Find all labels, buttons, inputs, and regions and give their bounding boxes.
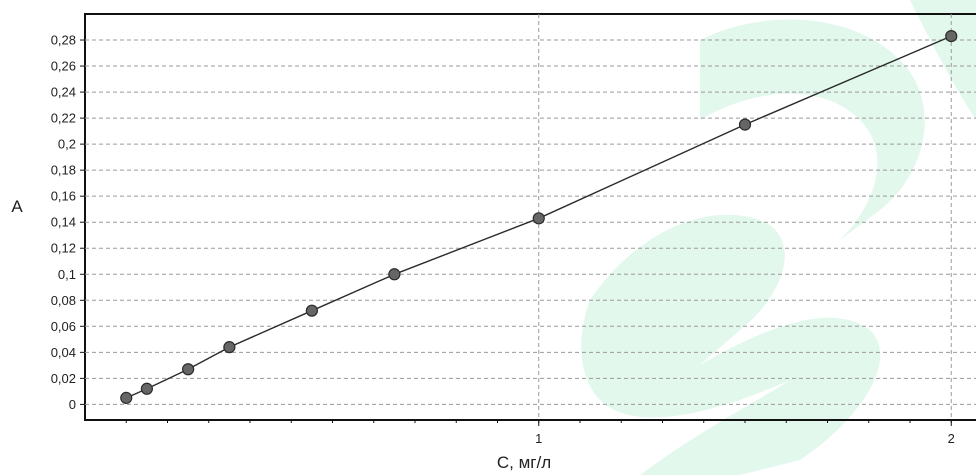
y-tick-label: 0,28 bbox=[51, 33, 76, 48]
y-tick-label: 0,14 bbox=[51, 215, 76, 230]
y-tick-label: 0,18 bbox=[51, 163, 76, 178]
y-tick-label: 0 bbox=[69, 397, 76, 412]
x-tick-label: 2 bbox=[948, 431, 955, 446]
y-tick-label: 0,1 bbox=[58, 267, 76, 282]
data-point bbox=[223, 341, 236, 354]
data-point bbox=[305, 304, 318, 317]
y-tick-label: 0,16 bbox=[51, 189, 76, 204]
y-tick-label: 0,12 bbox=[51, 241, 76, 256]
y-axis-title: A bbox=[11, 197, 23, 216]
watermark bbox=[581, 0, 976, 475]
y-tick-label: 0,24 bbox=[51, 85, 76, 100]
data-point bbox=[945, 30, 958, 43]
y-tick-label: 0,08 bbox=[51, 293, 76, 308]
y-tick-label: 0,2 bbox=[58, 137, 76, 152]
data-point bbox=[120, 391, 133, 404]
y-tick-label: 0,02 bbox=[51, 371, 76, 386]
data-point bbox=[532, 212, 545, 225]
data-point bbox=[738, 118, 752, 131]
data-point bbox=[182, 363, 195, 376]
data-point bbox=[388, 268, 401, 281]
plot-frame bbox=[84, 13, 976, 421]
y-tick-label: 0,22 bbox=[51, 111, 76, 126]
x-tick-label: 1 bbox=[535, 431, 542, 446]
x-axis-title: C, мг/л bbox=[497, 453, 551, 472]
data-point bbox=[140, 382, 153, 395]
y-tick-label: 0,04 bbox=[51, 345, 76, 360]
y-tick-label: 0,06 bbox=[51, 319, 76, 334]
y-tick-label: 0,26 bbox=[51, 59, 76, 74]
